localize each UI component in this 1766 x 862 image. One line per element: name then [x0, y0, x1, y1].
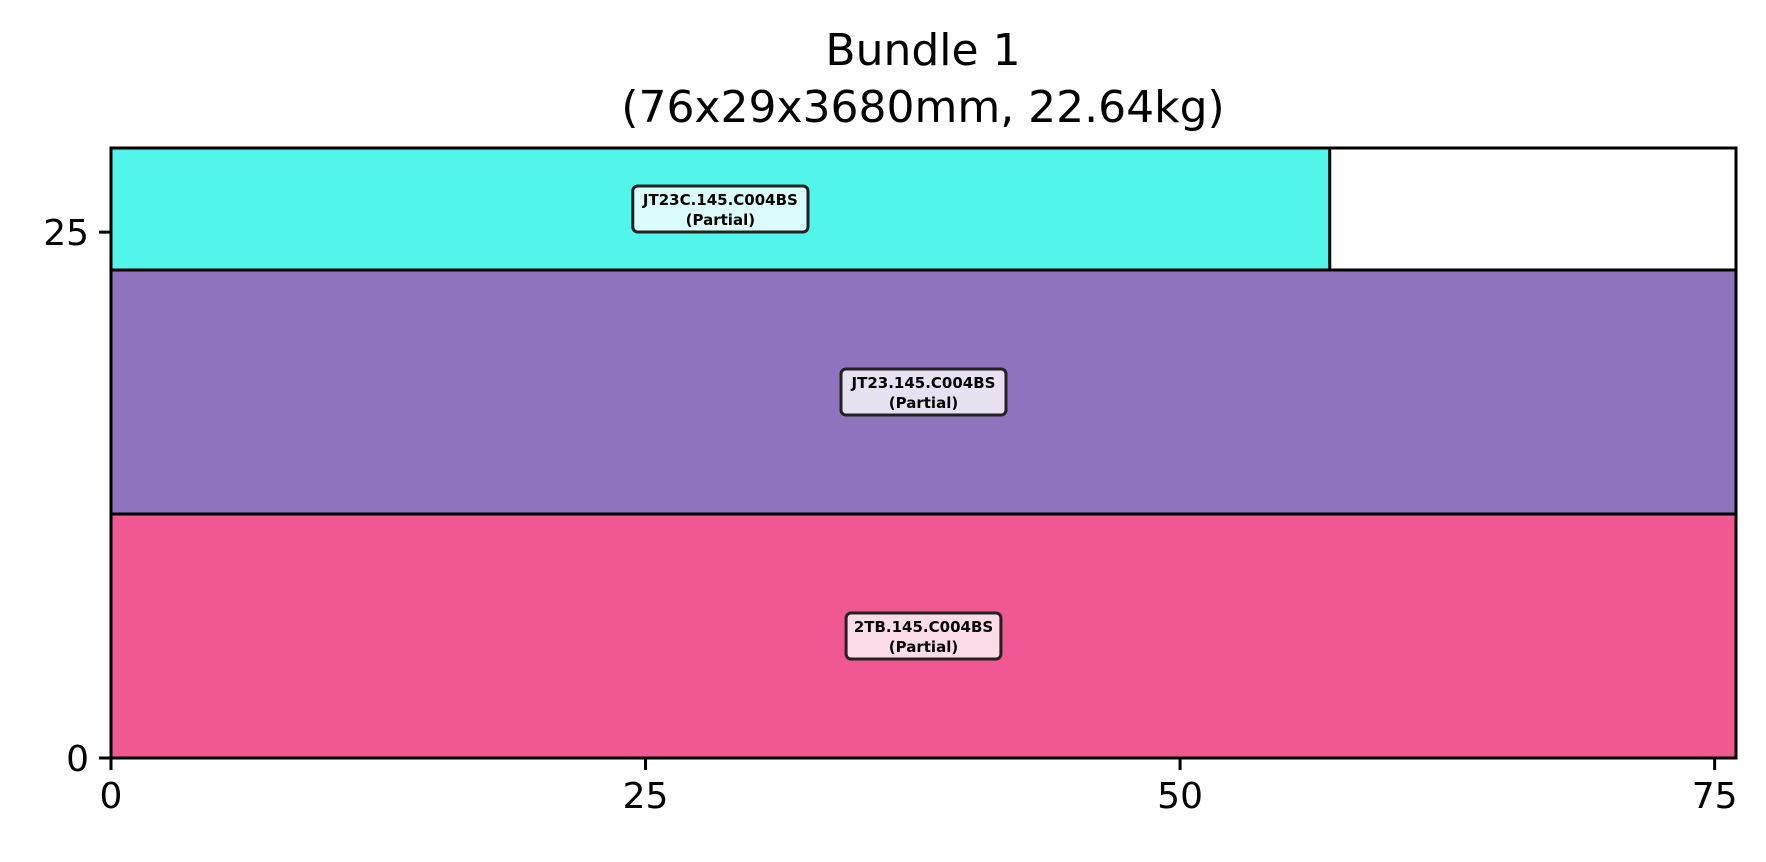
block-status: (Partial): [889, 638, 958, 656]
chart-title: Bundle 1: [825, 25, 1020, 76]
x-tick-label: 25: [623, 776, 669, 817]
block-label-box: [631, 184, 810, 234]
x-tick-label: 0: [100, 776, 123, 817]
block-label: JT23.145.C004BS: [851, 374, 996, 392]
block-label: 2TB.145.C004BS: [854, 618, 993, 636]
block-2: JT23C.145.C004BS (Partial): [109, 146, 1332, 272]
block-label: JT23C.145.C004BS: [642, 191, 798, 209]
x-tick-label: 75: [1692, 776, 1738, 817]
block-0: 2TB.145.C004BS (Partial): [109, 512, 1738, 760]
block-label-box: [839, 367, 1008, 417]
y-axis: 0 25: [43, 213, 111, 780]
blocks-layer: 2TB.145.C004BS (Partial) JT23.145.C004BS (P…: [109, 146, 1738, 760]
y-tick-label: 0: [66, 739, 89, 780]
block-status: (Partial): [686, 211, 755, 229]
y-tick-label: 25: [43, 213, 89, 254]
block-1: JT23.145.C004BS (Partial): [109, 268, 1738, 516]
block-label-box: [844, 611, 1003, 661]
plot-frame: [109, 146, 1738, 760]
x-axis: 0 25 50 75: [100, 758, 1738, 817]
chart-subtitle: (76x29x3680mm, 22.64kg): [621, 82, 1224, 133]
block-status: (Partial): [889, 394, 958, 412]
x-tick-label: 50: [1157, 776, 1203, 817]
